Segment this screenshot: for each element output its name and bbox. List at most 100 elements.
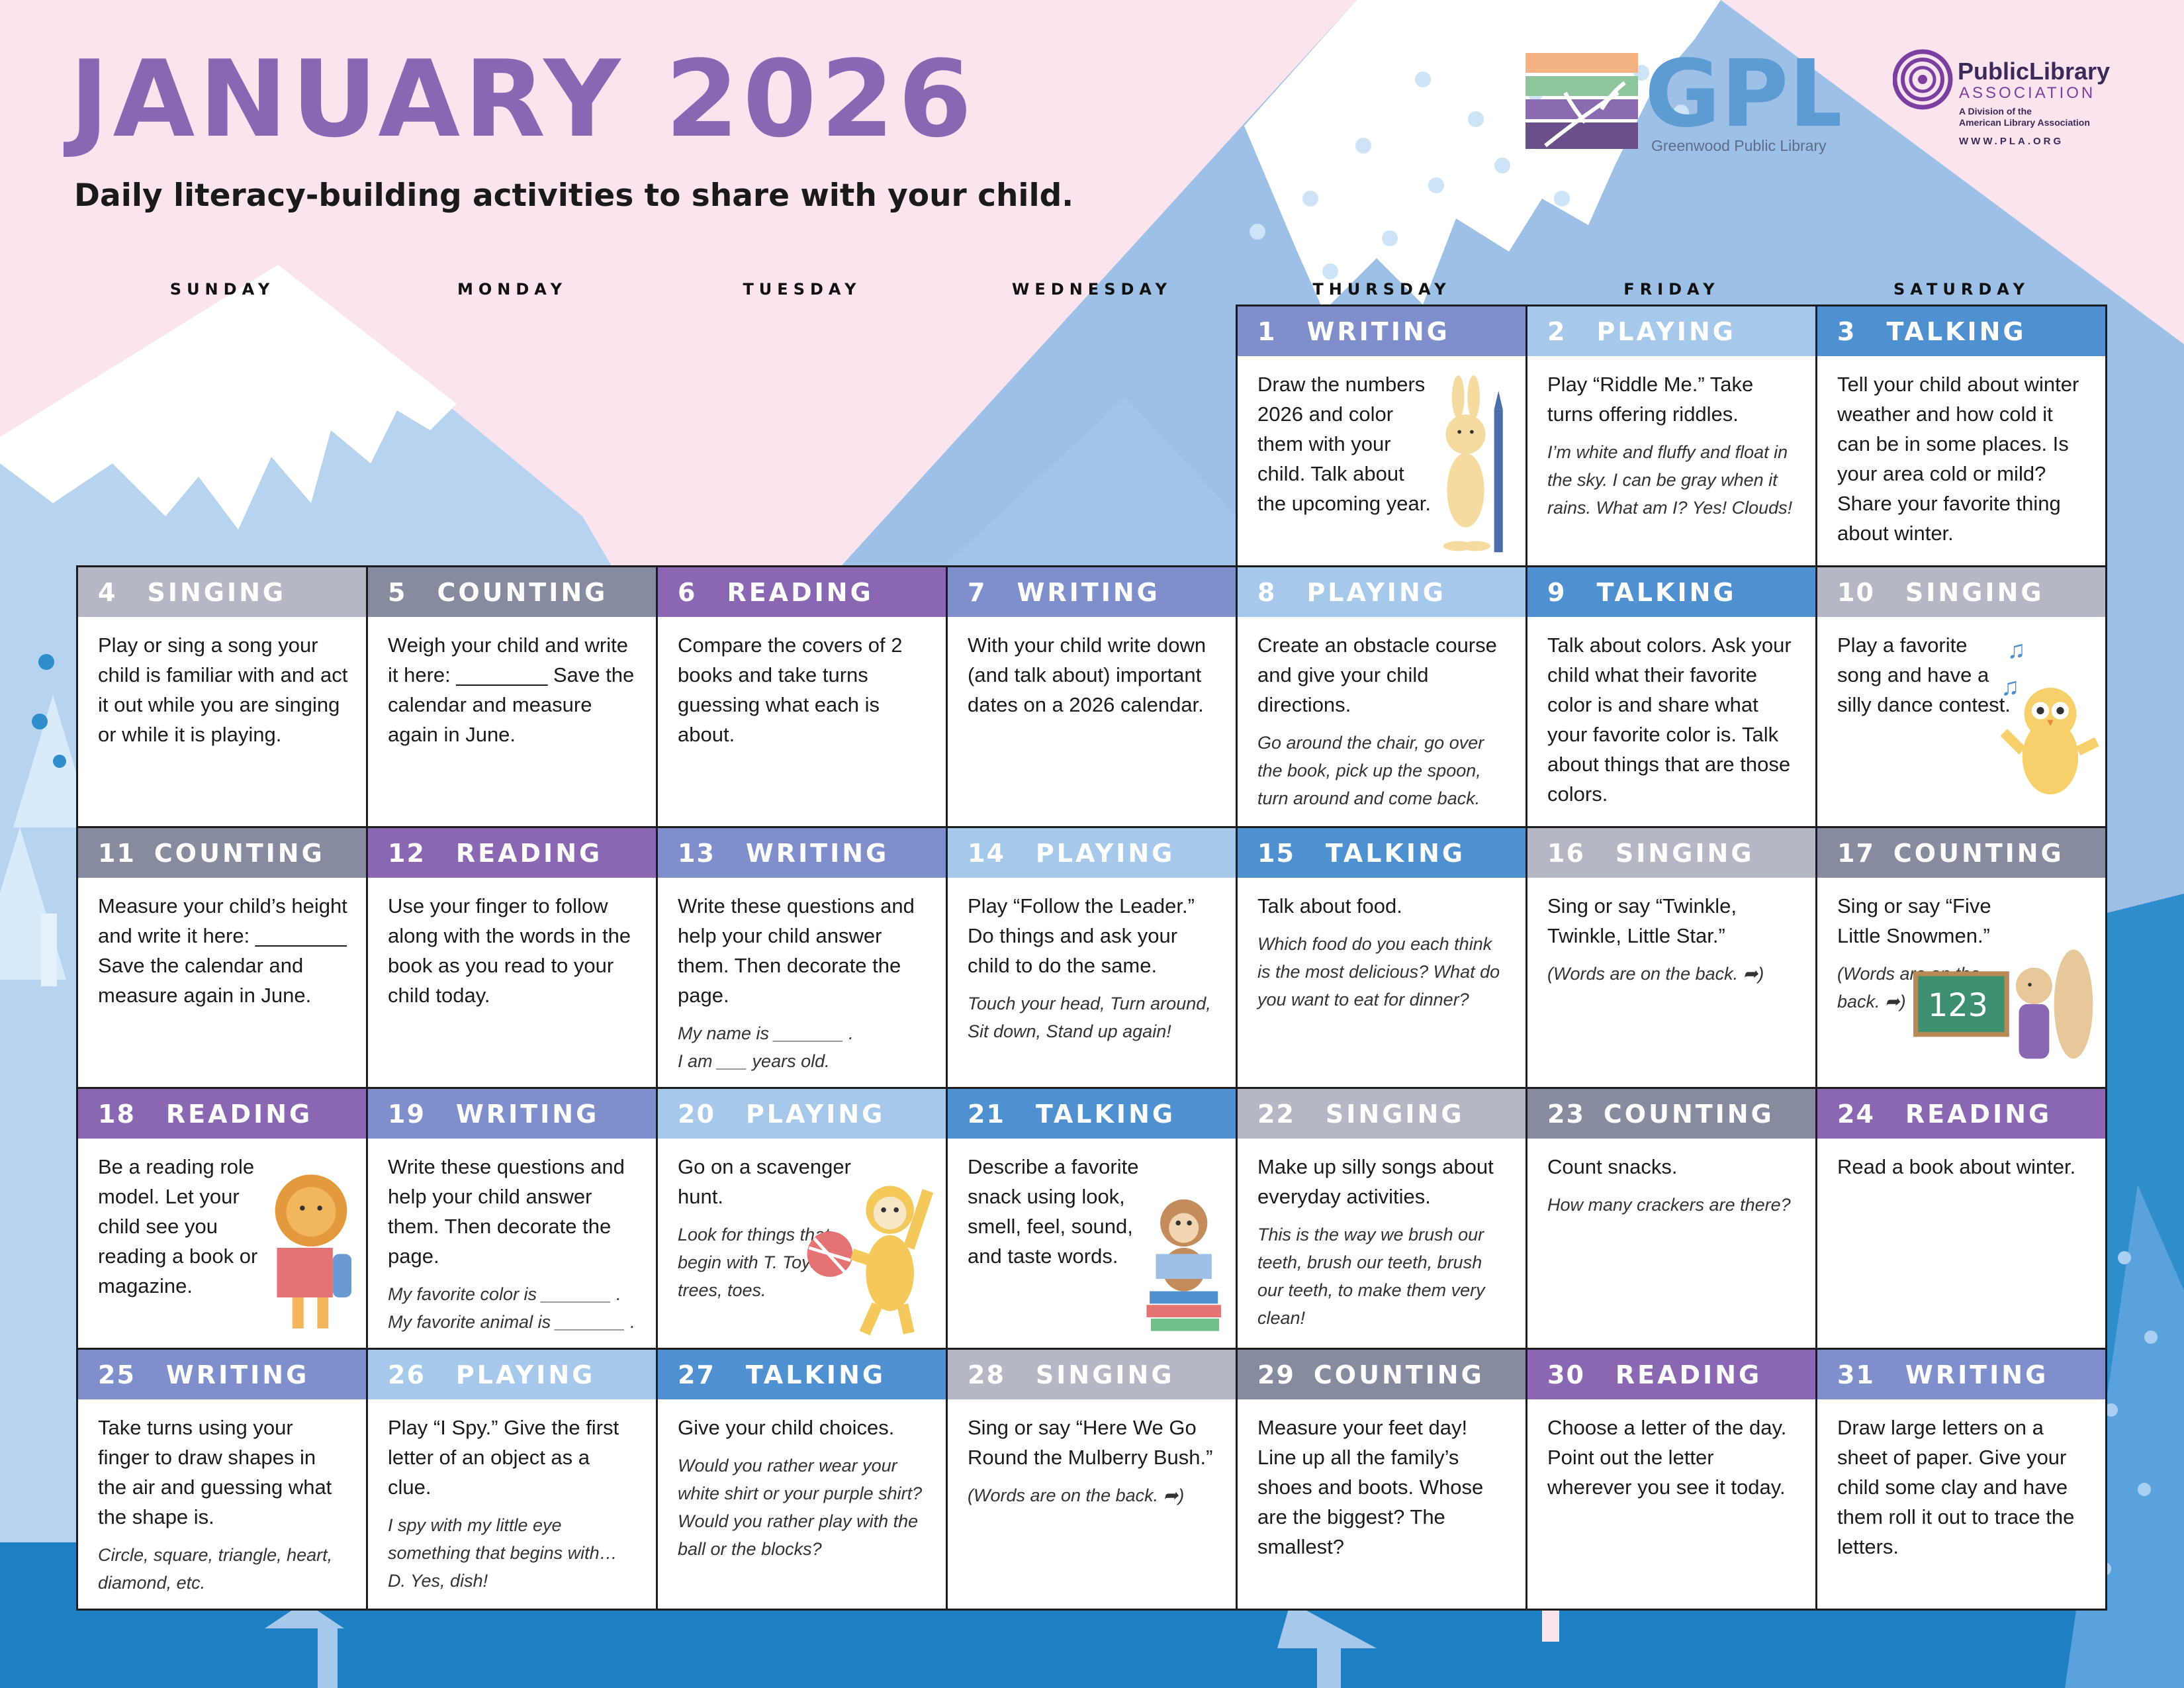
- pla-url: WWW.PLA.ORG: [1959, 136, 2064, 147]
- activity-example: How many crackers are there?: [1547, 1195, 1791, 1215]
- svg-text:♫: ♫: [2001, 673, 2019, 700]
- day-number: 14: [968, 838, 1005, 868]
- day-cell-19: 19 WRITING Write these questions and help …: [366, 1087, 658, 1350]
- activity-category: READING: [455, 838, 603, 868]
- activity-category: COUNTING: [437, 577, 608, 607]
- activity-category: READING: [165, 1099, 313, 1129]
- activity-text: Draw the numbers 2026 and color them wit…: [1257, 373, 1431, 515]
- day-number: 18: [98, 1099, 136, 1129]
- lion-reading-illustration: [275, 1174, 351, 1329]
- day-cell-6: 6 READING Compare the covers of 2 books an…: [656, 565, 948, 828]
- day-number: 20: [678, 1099, 715, 1129]
- activity-category: SINGING: [1325, 1099, 1465, 1129]
- activity-text: Measure your child’s height and write it…: [98, 894, 347, 1007]
- weekday-sunday: SUNDAY: [169, 280, 275, 299]
- activity-example: My name is _______ . I am ___ years old.: [678, 1023, 854, 1071]
- activity-example: Circle, square, triangle, heart, diamond…: [98, 1545, 333, 1593]
- activity-text: Use your finger to follow along with the…: [388, 894, 631, 1007]
- weekday-friday: FRIDAY: [1623, 280, 1720, 299]
- day-header: 24 READING: [1817, 1089, 2105, 1139]
- activity-example: My favorite color is _______ . My favori…: [388, 1284, 635, 1332]
- day-number: 11: [98, 838, 136, 868]
- activity-text: Describe a favorite snack using look, sm…: [968, 1155, 1139, 1268]
- day-cell-3: 3 TALKING Tell your child about winter wea…: [1815, 305, 2107, 567]
- activity-text: Play “I Spy.” Give the first letter of a…: [388, 1416, 619, 1499]
- day-header: 16 SINGING: [1527, 828, 1815, 878]
- day-cell-27: 27 TALKING Give your child choices. Would y…: [656, 1348, 948, 1611]
- activity-text: Sing or say “Five Little Snowmen.”: [1837, 894, 1991, 947]
- activity-category: PLAYING: [455, 1360, 596, 1389]
- day-cell-11: 11 COUNTING Measure your child’s height an…: [76, 826, 368, 1089]
- activity-example: Which food do you each think is the most…: [1257, 934, 1500, 1009]
- activity-category: READING: [727, 577, 874, 607]
- day-cell-31: 31 WRITING Draw large letters on a sheet o…: [1815, 1348, 2107, 1611]
- activity-example: (Words are on the back. ➦): [1547, 964, 1764, 984]
- day-header: 1 WRITING: [1238, 306, 1525, 356]
- activity-category: PLAYING: [1596, 316, 1736, 346]
- monkey-on-books-illustration: [1146, 1199, 1221, 1331]
- day-header: 22 SINGING: [1238, 1089, 1525, 1139]
- activity-text: With your child write down (and talk abo…: [968, 633, 1206, 716]
- activity-text: Read a book about winter.: [1837, 1155, 2076, 1178]
- activity-category: COUNTING: [1313, 1360, 1484, 1389]
- bunny-with-pencil-illustration: [1443, 375, 1503, 553]
- day-header: 30 READING: [1527, 1350, 1815, 1399]
- activity-category: TALKING: [1596, 577, 1737, 607]
- day-cell-4: 4 SINGING Play or sing a song your child i…: [76, 565, 368, 828]
- activity-category: SINGING: [147, 577, 287, 607]
- day-number: 26: [388, 1360, 426, 1389]
- activity-example: (Words are on the back. ➦): [968, 1485, 1185, 1505]
- day-number: 7: [968, 577, 987, 607]
- sloth-with-ball-illustration: [807, 1186, 934, 1336]
- day-cell-9: 9 TALKING Talk about colors. Ask your chil…: [1525, 565, 1817, 828]
- activity-category: COUNTING: [1893, 838, 2064, 868]
- activity-text: Create an obstacle course and give your …: [1257, 633, 1497, 716]
- day-cell-17: 17 COUNTING Sing or say “Five Little Snowm…: [1815, 826, 2107, 1089]
- day-cell-7: 7 WRITING With your child write down (and …: [946, 565, 1238, 828]
- activity-text: Weigh your child and write it here: ____…: [388, 633, 635, 746]
- day-header: 11 COUNTING: [78, 828, 366, 878]
- day-number: 19: [388, 1099, 426, 1129]
- activity-text: Talk about colors. Ask your child what t…: [1547, 633, 1792, 806]
- pla-name-line1: PublicLibrary: [1958, 58, 2110, 85]
- day-header: 27 TALKING: [658, 1350, 946, 1399]
- activity-category: SINGING: [1615, 838, 1754, 868]
- day-header: 13 WRITING: [658, 828, 946, 878]
- svg-text:123: 123: [1928, 988, 1988, 1024]
- activity-text: Play “Follow the Leader.” Do things and …: [968, 894, 1195, 977]
- day-header: 18 READING: [78, 1089, 366, 1139]
- day-number: 29: [1257, 1360, 1295, 1389]
- day-header: 14 PLAYING: [948, 828, 1236, 878]
- day-header: 28 SINGING: [948, 1350, 1236, 1399]
- activity-category: COUNTING: [1603, 1099, 1774, 1129]
- day-number: 31: [1837, 1360, 1875, 1389]
- day-number: 28: [968, 1360, 1005, 1389]
- activity-text: Tell your child about winter weather and…: [1837, 373, 2079, 545]
- activity-example: Go around the chair, go over the book, p…: [1257, 733, 1484, 808]
- day-header: 4 SINGING: [78, 567, 366, 617]
- weekday-thursday: THURSDAY: [1312, 280, 1451, 299]
- day-header: 20 PLAYING: [658, 1089, 946, 1139]
- day-header: 26 PLAYING: [368, 1350, 656, 1399]
- day-header: 29 COUNTING: [1238, 1350, 1525, 1399]
- activity-text: Play “Riddle Me.” Take turns offering ri…: [1547, 373, 1754, 426]
- activity-text: Draw large letters on a sheet of paper. …: [1837, 1416, 2075, 1558]
- public-library-association-logo: PublicLibrary ASSOCIATION A Division of …: [1893, 49, 2110, 147]
- day-number: 30: [1547, 1360, 1585, 1389]
- day-number: 23: [1547, 1099, 1585, 1129]
- activity-text: Be a reading role model. Let your child …: [98, 1155, 258, 1297]
- day-number: 4: [98, 577, 117, 607]
- day-number: 16: [1547, 838, 1585, 868]
- activity-category: WRITING: [165, 1360, 310, 1389]
- weekday-saturday: SATURDAY: [1893, 280, 2030, 299]
- activity-category: TALKING: [1035, 1099, 1176, 1129]
- pla-tagline-2: American Library Association: [1959, 117, 2090, 128]
- activity-category: WRITING: [455, 1099, 600, 1129]
- activity-category: TALKING: [1325, 838, 1466, 868]
- day-cell-1: 1 WRITING Draw the numbers 2026 and color …: [1236, 305, 1527, 567]
- day-cell-18: 18 READING Be a reading role model. Let yo…: [76, 1087, 368, 1350]
- dancing-owl-illustration: ♫♫: [2001, 635, 2099, 795]
- day-header: 3 TALKING: [1817, 306, 2105, 356]
- day-header: 17 COUNTING: [1817, 828, 2105, 878]
- day-header: 23 COUNTING: [1527, 1089, 1815, 1139]
